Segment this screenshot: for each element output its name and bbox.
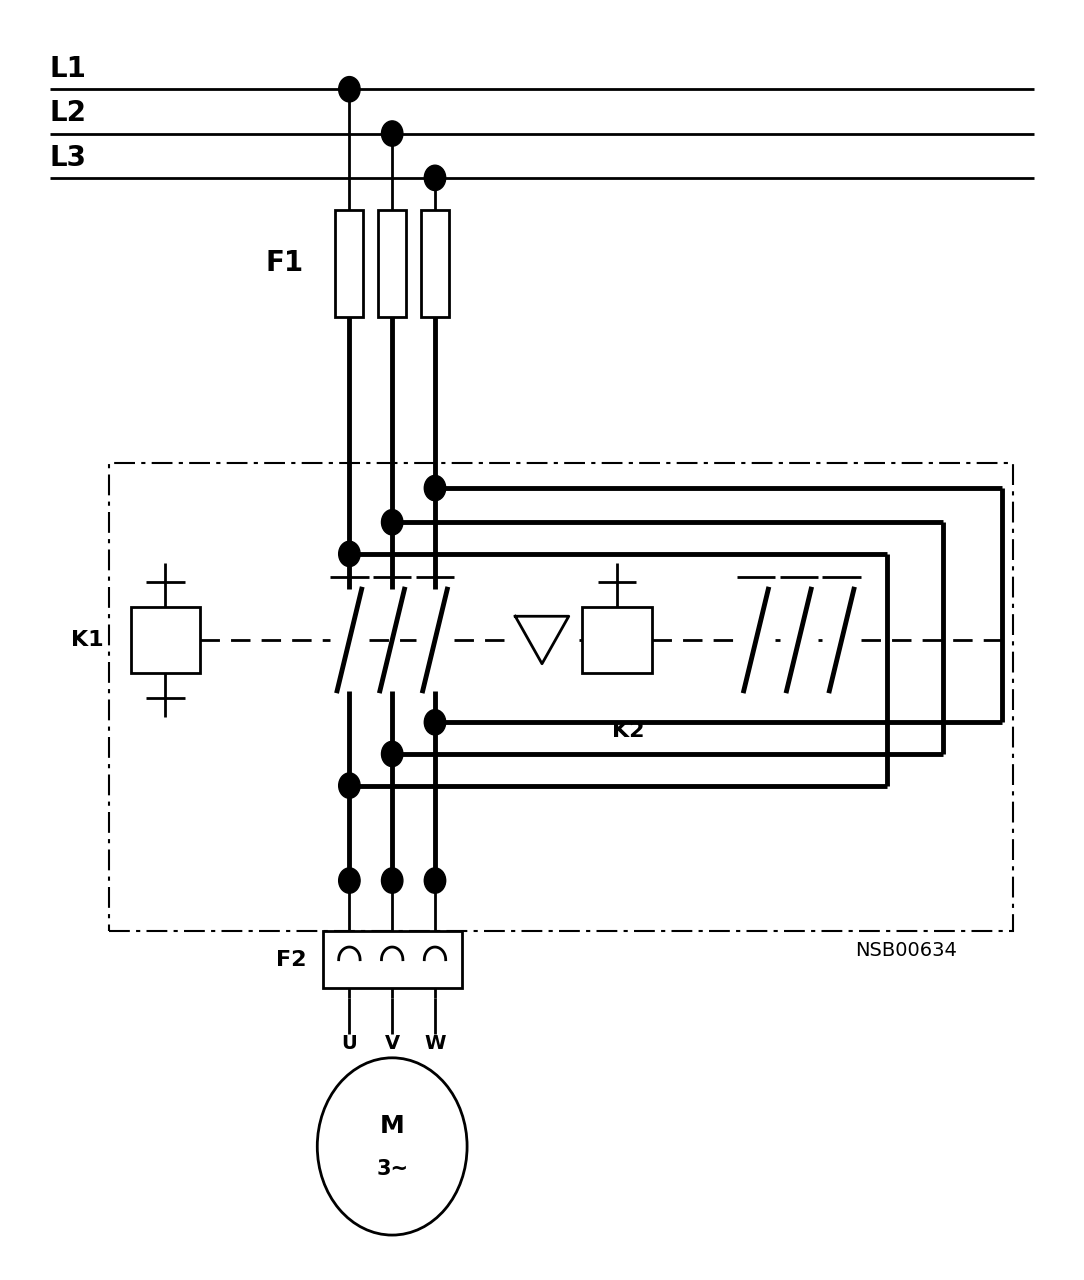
Bar [108,463,1012,932]
Text: F1: F1 [266,250,304,278]
Text: NSB00634: NSB00634 [855,941,957,960]
Circle shape [424,165,446,191]
Bar [421,210,449,317]
Text: V: V [385,1034,400,1052]
Circle shape [338,773,360,799]
Circle shape [424,709,446,735]
Bar [378,210,406,317]
Circle shape [338,868,360,893]
Text: L3: L3 [50,143,87,172]
Text: L1: L1 [50,55,87,83]
Circle shape [424,868,446,893]
Text: K1: K1 [72,630,104,650]
Circle shape [382,741,403,767]
Text: L2: L2 [50,100,87,127]
Text: 3~: 3~ [376,1160,409,1179]
Bar [130,607,201,673]
Circle shape [424,475,446,500]
Circle shape [382,120,403,146]
Text: K2: K2 [611,721,644,741]
Bar [582,607,651,673]
Text: M: M [379,1114,404,1138]
Text: W: W [424,1034,446,1052]
Circle shape [318,1057,467,1235]
Circle shape [382,868,403,893]
Bar [323,932,462,988]
Circle shape [338,541,360,567]
Bar [335,210,363,317]
Text: U: U [341,1034,358,1052]
Circle shape [338,77,360,102]
Circle shape [382,509,403,535]
Text: F2: F2 [276,950,307,970]
